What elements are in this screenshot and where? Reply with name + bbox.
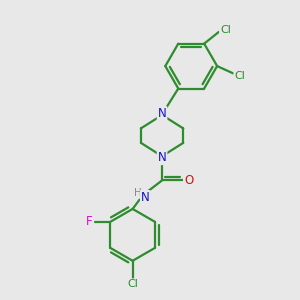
Text: N: N [141, 191, 150, 204]
Text: N: N [158, 151, 167, 164]
Text: H: H [134, 188, 142, 198]
Text: O: O [184, 174, 193, 187]
Text: F: F [86, 215, 93, 228]
Text: N: N [158, 107, 167, 120]
Text: Cl: Cl [127, 279, 138, 289]
Text: Cl: Cl [234, 71, 245, 81]
Text: Cl: Cl [220, 25, 231, 35]
